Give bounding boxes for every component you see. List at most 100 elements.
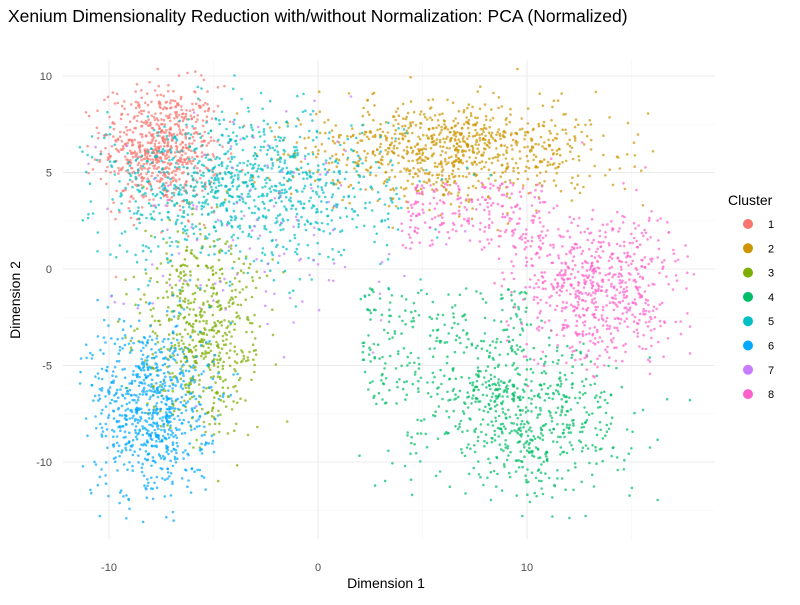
data-point	[616, 155, 619, 158]
data-point	[134, 254, 137, 257]
data-point	[123, 108, 126, 111]
data-point	[502, 134, 505, 137]
data-point	[588, 462, 591, 465]
data-point	[517, 429, 520, 432]
data-point	[184, 355, 187, 358]
data-point	[320, 211, 323, 214]
data-point	[528, 429, 531, 432]
data-point	[180, 222, 183, 225]
data-point	[459, 141, 462, 144]
data-point	[222, 335, 225, 338]
data-point	[427, 99, 430, 102]
data-point	[424, 172, 427, 175]
data-point	[434, 165, 437, 168]
data-point	[363, 150, 366, 153]
data-point	[530, 323, 533, 326]
data-point	[621, 386, 624, 389]
data-point	[417, 136, 420, 139]
data-point	[231, 196, 234, 199]
data-point	[127, 159, 130, 162]
data-point	[154, 320, 157, 323]
data-point	[512, 339, 515, 342]
data-point	[483, 166, 486, 169]
data-point	[396, 147, 399, 150]
data-point	[163, 138, 166, 141]
data-point	[464, 403, 467, 406]
data-point	[389, 188, 392, 191]
data-point	[174, 174, 177, 177]
data-point	[289, 156, 292, 159]
data-point	[327, 119, 330, 122]
data-point	[104, 395, 107, 398]
data-point	[185, 232, 188, 235]
data-point	[180, 277, 183, 280]
data-point	[239, 291, 242, 294]
data-point	[274, 185, 277, 188]
data-point	[155, 363, 158, 366]
data-point	[260, 146, 263, 149]
data-point	[230, 219, 233, 222]
data-point	[122, 425, 125, 428]
data-point	[423, 113, 426, 116]
data-point	[277, 261, 280, 264]
data-point	[125, 517, 128, 520]
data-point	[204, 131, 207, 134]
data-point	[230, 335, 233, 338]
data-point	[181, 306, 184, 309]
data-point	[523, 443, 526, 446]
data-point	[411, 160, 414, 163]
data-point	[199, 469, 202, 472]
data-point	[391, 336, 394, 339]
data-point	[124, 155, 127, 158]
data-point	[124, 230, 127, 233]
data-point	[462, 329, 465, 332]
data-point	[99, 159, 102, 162]
data-point	[181, 163, 184, 166]
data-point	[327, 223, 330, 226]
data-point	[137, 189, 140, 192]
data-point	[574, 397, 577, 400]
data-point	[527, 435, 530, 438]
data-point	[413, 111, 416, 114]
data-point	[141, 187, 144, 190]
data-point	[436, 138, 439, 141]
data-point	[271, 239, 274, 242]
data-point	[373, 356, 376, 359]
data-point	[325, 162, 328, 165]
data-point	[116, 360, 119, 363]
data-point	[160, 157, 163, 160]
data-point	[226, 352, 229, 355]
data-point	[186, 321, 189, 324]
data-point	[560, 92, 563, 95]
data-point	[121, 347, 124, 350]
data-point	[479, 137, 482, 140]
data-point	[545, 455, 548, 458]
data-point	[590, 123, 593, 126]
data-point	[193, 158, 196, 161]
data-point	[247, 172, 250, 175]
data-point	[419, 113, 422, 116]
data-point	[483, 124, 486, 127]
data-point	[283, 184, 286, 187]
data-point	[136, 328, 139, 331]
data-point	[458, 205, 461, 208]
data-point	[125, 494, 128, 497]
data-point	[144, 192, 147, 195]
data-point	[145, 450, 148, 453]
data-point	[337, 179, 340, 182]
data-point	[623, 468, 626, 471]
data-point	[136, 120, 139, 123]
data-point	[333, 171, 336, 174]
data-point	[474, 143, 477, 146]
data-point	[121, 337, 124, 340]
data-point	[165, 397, 168, 400]
data-point	[120, 194, 123, 197]
data-point	[286, 167, 289, 170]
data-point	[162, 297, 165, 300]
data-point	[325, 159, 328, 162]
data-point	[332, 179, 335, 182]
data-point	[180, 109, 183, 112]
data-point	[135, 435, 138, 438]
data-point	[579, 397, 582, 400]
data-point	[97, 372, 100, 375]
